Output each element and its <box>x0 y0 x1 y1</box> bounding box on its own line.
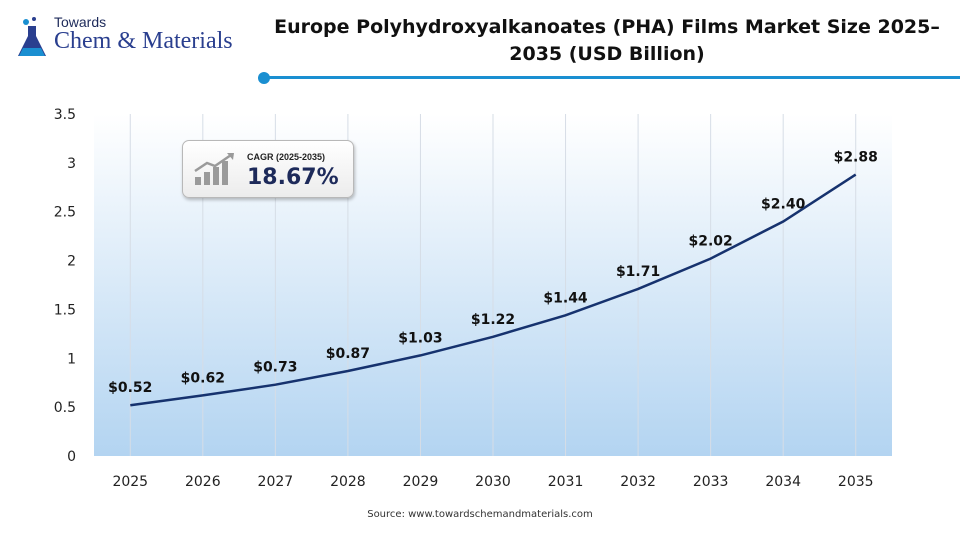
logo-brand-text: Chem & Materials <box>54 28 233 54</box>
data-label: $0.62 <box>181 370 225 386</box>
flask-icon <box>18 17 46 56</box>
x-tick-label: 2035 <box>838 474 874 490</box>
x-tick-label: 2032 <box>620 474 656 490</box>
data-label: $0.87 <box>326 346 370 362</box>
series-line <box>130 173 857 407</box>
data-label: $0.52 <box>108 380 152 396</box>
data-label: $1.22 <box>471 312 515 328</box>
data-label: $1.71 <box>616 264 660 280</box>
cagr-value: 18.67% <box>247 165 339 190</box>
line-chart: 0 0.5 1 1.5 2 2.5 3 3.5 2025 2026 2027 2028 2029 203… <box>54 107 892 490</box>
y-tick-label: 2 <box>67 254 76 270</box>
x-tick-label: 2028 <box>330 474 366 490</box>
x-tick-label: 2031 <box>548 474 584 490</box>
cagr-box: CAGR (2025-2035) 18.67% <box>182 140 354 198</box>
chart-title: Europe Polyhydroxyalkanoates (PHA) Films… <box>274 16 940 65</box>
data-label: $2.02 <box>688 234 732 250</box>
y-tick-label: 0.5 <box>54 400 76 416</box>
y-tick-label: 0 <box>67 449 76 465</box>
y-tick-label: 1.5 <box>54 302 76 318</box>
title-rule-dot <box>258 72 270 84</box>
cagr-label: CAGR (2025-2035) <box>247 152 326 162</box>
x-tick-label: 2029 <box>403 474 439 490</box>
y-tick-label: 3.5 <box>54 107 76 123</box>
data-label: $1.44 <box>543 290 588 306</box>
x-tick-label: 2026 <box>185 474 221 490</box>
data-label: $2.88 <box>834 150 878 166</box>
y-tick-label: 3 <box>67 156 76 172</box>
data-label: $2.40 <box>761 196 806 212</box>
x-tick-label: 2034 <box>765 474 801 490</box>
x-tick-label: 2033 <box>693 474 729 490</box>
data-label: $0.73 <box>253 360 297 376</box>
growth-chart-icon <box>194 153 234 185</box>
x-tick-label: 2025 <box>112 474 148 490</box>
logo: Towards Chem & Materials <box>14 12 254 64</box>
data-label: $1.03 <box>398 330 442 346</box>
y-tick-label: 1 <box>67 351 76 367</box>
logo-top-text: Towards <box>54 14 107 30</box>
source-note: Source: www.towardschemandmaterials.com <box>367 509 593 520</box>
y-tick-label: 2.5 <box>54 205 76 221</box>
x-tick-label: 2030 <box>475 474 511 490</box>
x-tick-label: 2027 <box>258 474 294 490</box>
title-rule-line <box>268 76 960 79</box>
